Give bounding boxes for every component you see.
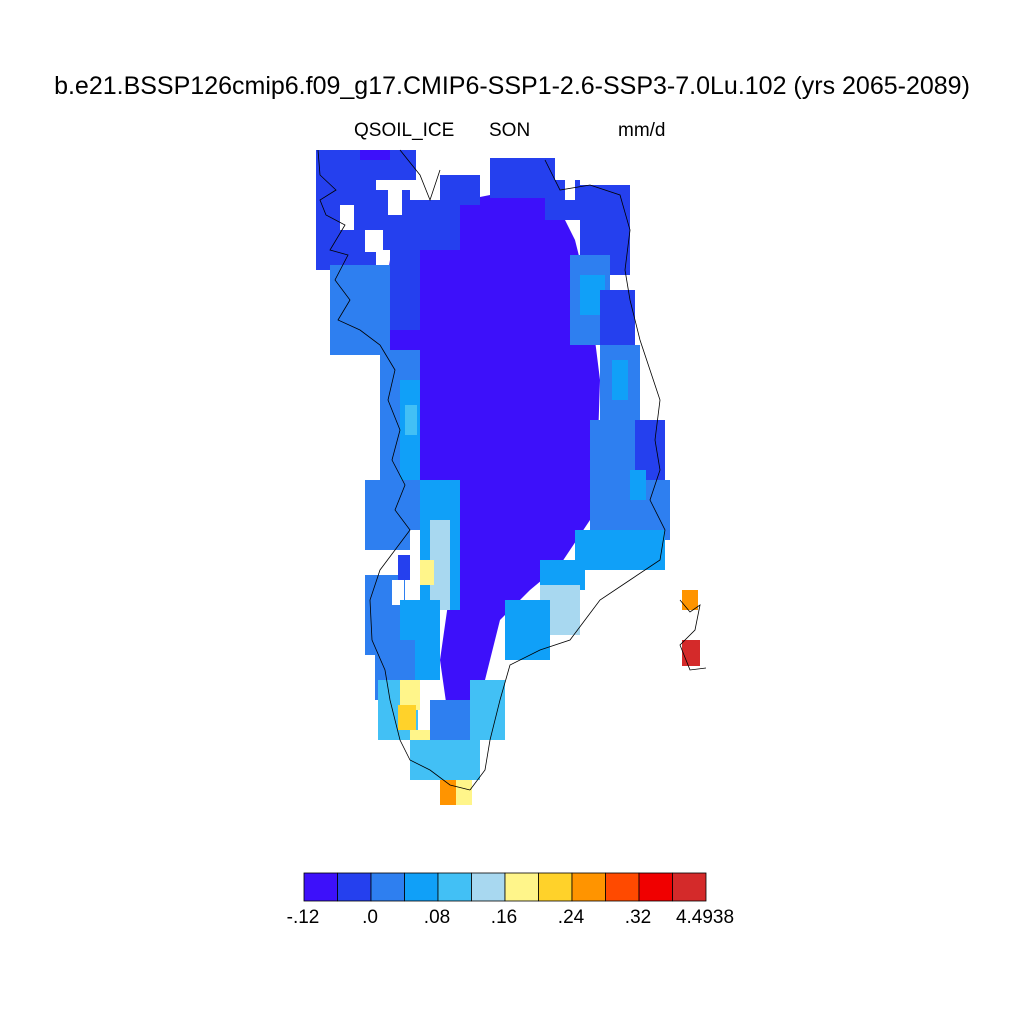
coastline [317,149,707,791]
nw-margin-cells [316,150,630,355]
colorbar-tick-label: 4.4938 [675,907,735,928]
units-label: mm/d [618,120,666,141]
colorbar-tick-label: .16 [490,907,518,928]
colorbar-tick-label: .08 [423,907,451,928]
west-margin-cells [365,350,505,805]
variable-label: QSOIL_ICE [354,120,455,141]
map-field [316,150,700,805]
colorbar-tick-label: .0 [362,907,378,928]
colorbar-swatch [437,872,472,902]
colorbar-swatch [504,872,539,902]
colorbar-swatch [571,872,606,902]
colorbar-swatch [605,872,640,902]
ice-sheet-interior [380,195,600,760]
colorbar-swatch [672,872,707,902]
iceland-cells [682,590,700,666]
colorbar [303,872,707,902]
colorbar-swatch [303,872,338,902]
plot-title: b.e21.BSSP126cmip6.f09_g17.CMIP6-SSP1-2.… [54,72,970,100]
east-margin-cells [505,255,670,660]
colorbar-swatch [337,872,372,902]
colorbar-swatch [638,872,673,902]
colorbar-swatch [471,872,506,902]
colorbar-swatch [370,872,405,902]
colorbar-swatch [538,872,573,902]
colorbar-tick-label: -.12 [286,907,320,928]
colorbar-swatch [404,872,439,902]
colorbar-tick-label: .24 [557,907,585,928]
colorbar-tick-label: .32 [624,907,652,928]
season-label: SON [489,120,531,141]
